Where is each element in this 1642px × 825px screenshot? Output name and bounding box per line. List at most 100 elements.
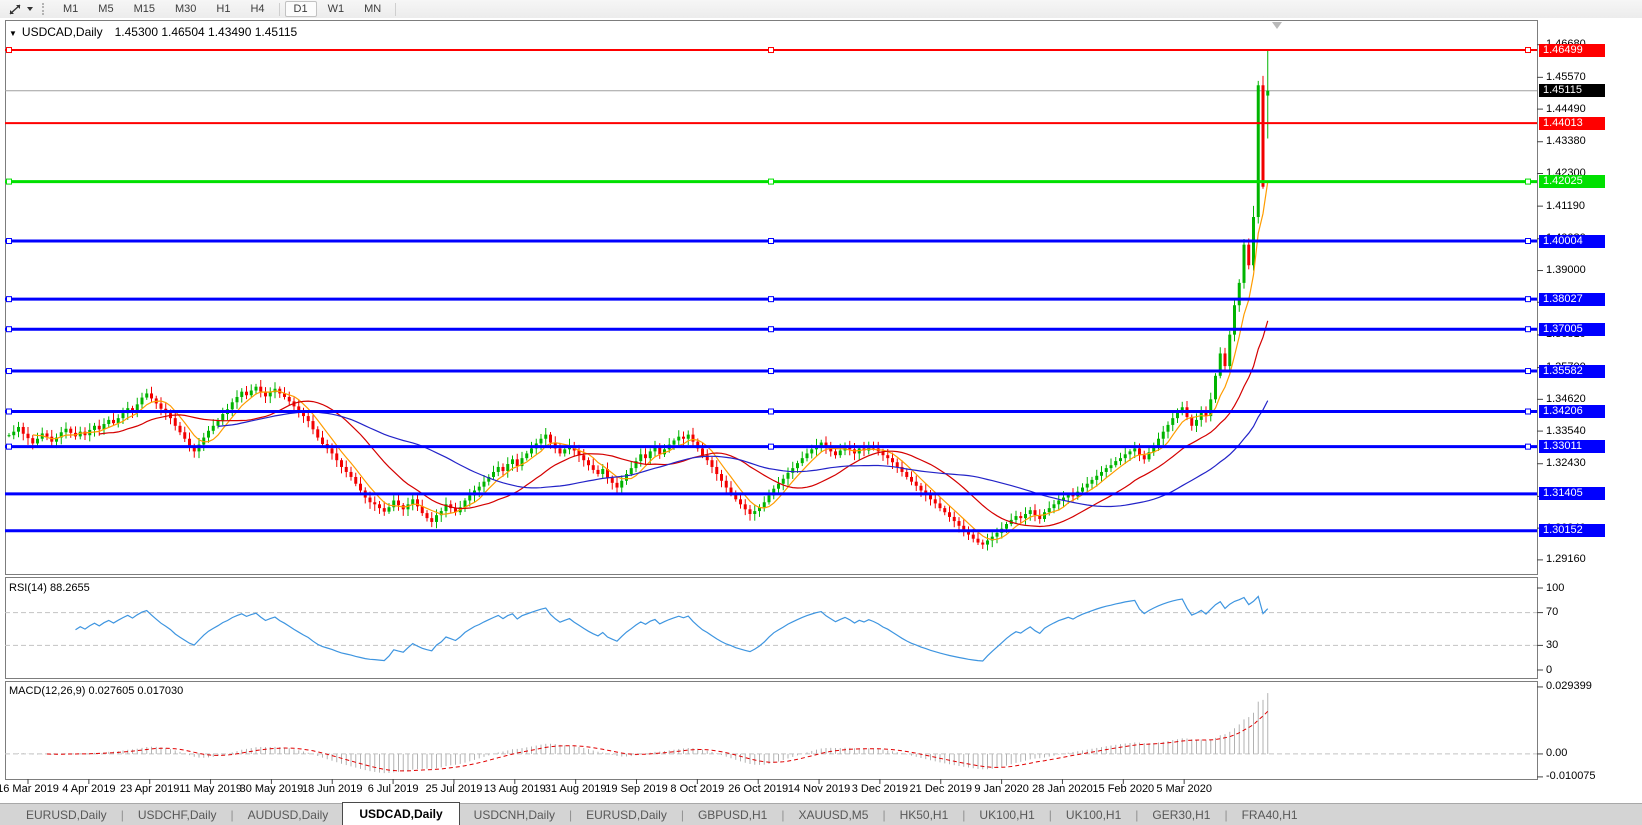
chart-tab-usdcad-daily[interactable]: USDCAD,Daily (342, 802, 460, 825)
timeframe-button-d1[interactable]: D1 (284, 1, 317, 17)
candle-body (563, 449, 567, 454)
chart-tab-uk100-h1[interactable]: UK100,H1 (979, 807, 1035, 822)
candle-body (392, 500, 396, 508)
pointer-tool-button[interactable] (3, 2, 38, 17)
chart-tab-eurusd-daily[interactable]: EURUSD,Daily (586, 807, 667, 822)
line-anchor-handle[interactable] (768, 178, 774, 185)
candle-body (140, 397, 144, 405)
candle-body (1223, 353, 1227, 367)
line-anchor-handle[interactable] (1525, 326, 1531, 333)
candle-body (767, 495, 771, 503)
candle-body (378, 504, 381, 509)
line-anchor-handle[interactable] (768, 47, 774, 54)
rsi-line (75, 595, 1269, 662)
candle-body (449, 504, 453, 509)
line-anchor-handle[interactable] (1525, 368, 1531, 375)
candle-body (800, 458, 804, 464)
ma-line-20 (99, 320, 1269, 528)
candle-body (102, 424, 106, 430)
candle-body (824, 442, 828, 448)
candle-body (990, 536, 994, 541)
line-anchor-handle[interactable] (768, 296, 774, 303)
timeframe-button-h4[interactable]: H4 (250, 3, 265, 15)
chart-tab-audusd-daily[interactable]: AUDUSD,Daily (247, 807, 329, 822)
candle-body (1142, 455, 1146, 460)
candle-body (1256, 85, 1260, 218)
line-anchor-handle[interactable] (768, 408, 774, 415)
candle-body (1033, 510, 1037, 516)
candle-body (468, 495, 472, 501)
candle-body (758, 507, 761, 512)
toolbar-separator (278, 2, 280, 16)
line-anchor-handle[interactable] (768, 443, 774, 450)
candle-body (1047, 508, 1051, 513)
line-anchor-handle[interactable] (768, 238, 774, 245)
candle-body (487, 476, 491, 482)
line-anchor-handle[interactable] (1525, 443, 1531, 450)
candle-body (672, 440, 676, 445)
line-anchor-handle[interactable] (1525, 296, 1531, 303)
chart-shift-marker[interactable] (1272, 22, 1282, 29)
timeframe-button-m1[interactable]: M1 (63, 3, 79, 15)
candle-body (1038, 515, 1042, 520)
timeframe-button-mn[interactable]: MN (364, 3, 382, 15)
candle-body (268, 392, 272, 397)
line-anchor-handle[interactable] (6, 326, 12, 333)
candle-body (1062, 497, 1065, 501)
timeframe-button-m15[interactable]: M15 (133, 3, 155, 15)
candle-body (881, 451, 885, 456)
line-anchor-handle[interactable] (6, 443, 12, 450)
candle-body (1214, 375, 1217, 400)
candle-body (359, 483, 362, 491)
candle-body (373, 502, 377, 505)
line-anchor-handle[interactable] (6, 178, 12, 185)
candle-body (112, 419, 115, 424)
candle-body (886, 455, 890, 459)
timeframe-button-m5[interactable]: M5 (98, 3, 114, 15)
line-anchor-handle[interactable] (6, 296, 12, 303)
chart-tab-gbpusd-h1[interactable]: GBPUSD,H1 (697, 807, 768, 822)
chart-tab-usdcnh-daily[interactable]: USDCNH,Daily (473, 807, 556, 822)
candle-body (477, 486, 481, 491)
candle-body (786, 472, 790, 479)
candle-body (178, 425, 182, 433)
chart-tab-usdchf-daily[interactable]: USDCHF,Daily (137, 807, 217, 822)
chart-tab-uk100-h1[interactable]: UK100,H1 (1065, 807, 1122, 822)
candlestick-series (7, 49, 1270, 551)
timeframe-button-h1[interactable]: H1 (216, 3, 231, 15)
line-anchor-handle[interactable] (6, 408, 12, 415)
chart-tab-xauusd-m5[interactable]: XAUUSD,M5 (798, 807, 869, 822)
line-anchor-handle[interactable] (6, 368, 12, 375)
line-anchor-handle[interactable] (1525, 178, 1531, 185)
candle-body (259, 386, 263, 392)
candle-body (287, 396, 291, 402)
chart-tab-hk50-h1[interactable]: HK50,H1 (899, 807, 949, 822)
candle-body (344, 466, 348, 472)
candle-body (1195, 419, 1198, 426)
line-anchor-handle[interactable] (768, 368, 774, 375)
chart-tab-fra40-h1[interactable]: FRA40,H1 (1241, 807, 1298, 822)
candle-body (1104, 468, 1108, 472)
chart-tab-eurusd-daily[interactable]: EURUSD,Daily (26, 807, 107, 822)
chart-tab-ger30-h1[interactable]: GER30,H1 (1152, 807, 1211, 822)
line-anchor-handle[interactable] (6, 47, 12, 54)
toolbar-grip[interactable] (42, 3, 47, 15)
line-anchor-handle[interactable] (768, 326, 774, 333)
candle-body (306, 416, 310, 422)
line-anchor-handle[interactable] (6, 238, 12, 245)
candle-body (425, 513, 429, 519)
tab-separator: | (1224, 807, 1228, 822)
candle-body (805, 453, 809, 459)
candle-body (705, 455, 709, 461)
line-anchor-handle[interactable] (1525, 47, 1531, 54)
tab-separator: | (781, 807, 785, 822)
candle-body (653, 447, 657, 452)
line-anchor-handle[interactable] (1525, 408, 1531, 415)
timeframe-button-m30[interactable]: M30 (174, 3, 197, 15)
candle-body (743, 504, 747, 510)
macd-histogram (13, 693, 1269, 774)
candle-body (335, 453, 339, 461)
line-anchor-handle[interactable] (1525, 238, 1531, 245)
timeframe-button-w1[interactable]: W1 (327, 3, 345, 15)
toolbar-separator (395, 2, 397, 16)
